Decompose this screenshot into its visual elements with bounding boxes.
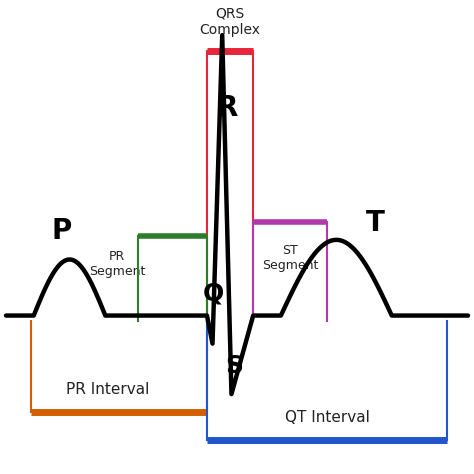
Text: ST
Segment: ST Segment — [262, 244, 319, 272]
Text: R: R — [216, 94, 237, 122]
Text: T: T — [366, 209, 385, 237]
Text: PR Interval: PR Interval — [66, 383, 149, 397]
Text: QRS
Complex: QRS Complex — [200, 6, 261, 36]
Text: PR
Segment: PR Segment — [89, 250, 145, 278]
Text: Q: Q — [202, 281, 224, 305]
Text: P: P — [51, 218, 72, 246]
Text: S: S — [225, 354, 243, 378]
Text: QT Interval: QT Interval — [285, 410, 370, 426]
